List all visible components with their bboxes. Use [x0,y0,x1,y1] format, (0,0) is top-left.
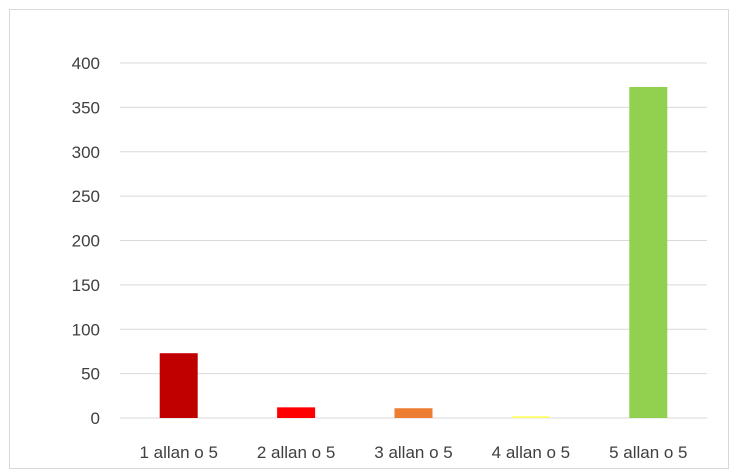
gridlines [120,63,707,418]
y-tick-label: 400 [72,54,100,73]
x-category-label: 2 allan o 5 [257,443,335,461]
bar [395,408,433,418]
y-axis-tick-labels: 0 50 100 150 200 250 300 350 400 [72,54,100,428]
y-tick-label: 350 [72,98,100,117]
bar [629,87,667,418]
x-category-label: 4 allan o 5 [492,443,570,461]
x-category-label: 3 allan o 5 [374,443,452,461]
y-tick-label: 250 [72,187,100,206]
y-tick-label: 300 [72,143,100,162]
x-category-label: 1 allan o 5 [139,443,217,461]
bar [512,416,550,418]
bar [160,353,198,418]
y-tick-label: 150 [72,276,100,295]
y-tick-label: 50 [81,365,100,384]
bar [277,407,315,418]
x-category-label: 5 allan o 5 [609,443,687,461]
y-tick-label: 0 [91,409,100,428]
bars [160,87,668,418]
y-tick-label: 100 [72,320,100,339]
y-tick-label: 200 [72,232,100,251]
x-axis-category-labels: 1 allan o 5 2 allan o 5 3 allan o 5 4 allan… [139,443,687,461]
